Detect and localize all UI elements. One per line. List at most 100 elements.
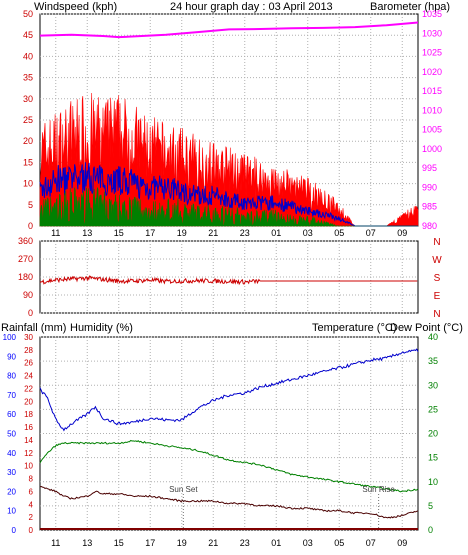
x-tick-label: 21 [208,228,218,238]
x-tick-label: 03 [303,538,313,548]
windspeed-axis-title: Windspeed (kph) [34,1,117,13]
humidity-tick-label: 40 [7,449,16,458]
humidity-tick-label: 60 [7,410,16,419]
chart-title: 24 hour graph day : 03 April 2013 [170,1,333,13]
x-tick-label: 15 [114,228,124,238]
data-layer [39,21,419,530]
barometer-tick-label: 990 [422,182,437,192]
windspeed-tick-label: 0 [28,221,33,231]
rainfall-tick-label: 14 [24,436,33,445]
rainfall-axis-title: Rainfall (mm) [1,322,66,334]
rainfall-tick-label: 30 [24,333,33,342]
windspeed-tick-label: 15 [23,157,33,167]
direction-tick-label: 270 [18,254,33,264]
compass-label: N [433,309,440,320]
x-tick-label: 15 [114,538,124,548]
temperature-tick-label: 15 [428,453,438,463]
dewpoint-axis-title: Dew Point (°C) [390,322,463,334]
x-tick-label: 19 [177,228,187,238]
direction-tick-label: 360 [18,236,33,246]
windspeed-tick-label: 50 [23,9,33,19]
x-tick-label: 11 [51,538,60,548]
temperature-series [39,439,419,493]
rainfall-tick-label: 0 [29,526,34,535]
x-tick-label: 19 [177,538,187,548]
direction-tick-label: 0 [28,308,33,318]
direction-series [39,275,418,286]
rainfall-tick-label: 24 [24,372,33,381]
x-tick-label: 05 [334,538,344,548]
x-tick-label: 13 [82,228,92,238]
rainfall-tick-label: 26 [24,359,33,368]
barometer-series [39,21,419,39]
barometer-tick-label: 1025 [422,48,442,58]
barometer-axis-title: Barometer (hpa) [370,1,450,13]
x-tick-label: 13 [82,538,92,548]
sun-annotation: Sun Rise [362,485,395,494]
rainfall-tick-label: 22 [24,384,33,393]
direction-tick-label: 90 [23,290,33,300]
temperature-tick-label: 10 [428,477,438,487]
rainfall-tick-label: 6 [29,487,34,496]
x-tick-label: 23 [240,228,250,238]
barometer-tick-label: 1000 [422,144,442,154]
rainfall-tick-label: 28 [24,346,33,355]
windspeed-tick-label: 20 [23,136,33,146]
humidity-tick-label: 70 [7,391,16,400]
x-tick-label: 01 [271,538,281,548]
barometer-tick-label: 985 [422,202,437,212]
rainfall-tick-label: 8 [29,475,34,484]
temperature-tick-label: 25 [428,404,438,414]
x-tick-label: 01 [271,228,281,238]
dewpoint-series [39,485,419,519]
barometer-tick-label: 980 [422,221,437,231]
wind-low-series [39,186,418,228]
sun-annotation: Sun Set [169,485,198,494]
rainfall-tick-label: 2 [29,513,34,522]
rainfall-tick-label: 12 [24,449,33,458]
humidity-tick-label: 50 [7,430,16,439]
windspeed-tick-label: 5 [28,200,33,210]
barometer-tick-label: 1015 [422,86,442,96]
compass-label: N [433,237,440,248]
windspeed-tick-label: 40 [23,51,33,61]
humidity-tick-label: 100 [3,333,17,342]
compass-label: W [432,255,442,266]
x-tick-label: 07 [366,538,376,548]
x-tick-label: 07 [366,228,376,238]
x-tick-label: 09 [397,538,407,548]
barometer-tick-label: 995 [422,163,437,173]
humidity-tick-label: 90 [7,352,16,361]
windspeed-tick-label: 30 [23,94,33,104]
windspeed-tick-label: 45 [23,30,33,40]
humidity-tick-label: 20 [7,487,16,496]
barometer-tick-label: 1020 [422,67,442,77]
temperature-tick-label: 40 [428,332,438,342]
humidity-series [39,348,419,432]
barometer-tick-label: 1005 [422,125,442,135]
temperature-tick-label: 30 [428,380,438,390]
barometer-tick-label: 1035 [422,9,442,19]
rainfall-tick-label: 4 [29,500,34,509]
humidity-tick-label: 0 [12,526,17,535]
rainfall-tick-label: 10 [24,462,33,471]
temperature-tick-label: 0 [428,525,433,535]
humidity-tick-label: 10 [7,507,16,516]
x-tick-label: 11 [51,228,60,238]
temperature-tick-label: 5 [428,501,433,511]
x-tick-label: 21 [208,538,218,548]
temperature-tick-label: 35 [428,356,438,366]
rainfall-tick-label: 16 [24,423,33,432]
windspeed-tick-label: 35 [23,73,33,83]
x-tick-label: 17 [145,538,155,548]
temperature-axis-title: Temperature (°C) [312,322,396,334]
x-tick-label: 09 [397,228,407,238]
rainfall-tick-label: 18 [24,410,33,419]
x-tick-label: 05 [334,228,344,238]
windspeed-tick-label: 25 [23,115,33,125]
x-tick-label: 23 [240,538,250,548]
barometer-tick-label: 1010 [422,105,442,115]
compass-label: E [434,291,441,302]
direction-tick-label: 180 [18,272,33,282]
